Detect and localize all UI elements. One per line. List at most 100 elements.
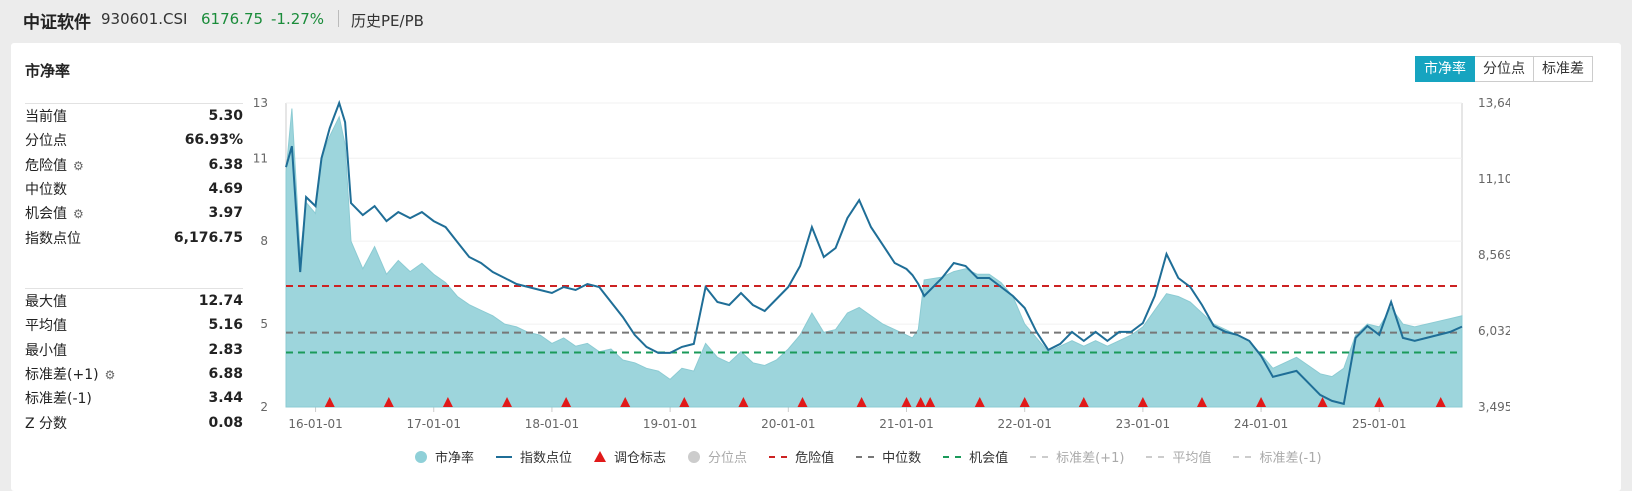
legend-label: 指数点位 [520, 451, 573, 466]
x-tick-label: 22-01-01 [997, 417, 1051, 431]
legend-item[interactable]: 市净率 [415, 447, 474, 466]
legend-item[interactable]: 机会值 [943, 447, 1008, 466]
index-change: -1.27% [271, 10, 325, 28]
gear-icon[interactable]: ⚙ [73, 158, 84, 173]
stat-label: 机会值 ⚙ [25, 206, 84, 223]
stats-primary: 当前值 5.30 分位点 66.93% 危险值 ⚙ 6.38 中位数 4.69 机会值 ⚙ 3.97 指… [25, 103, 243, 250]
stat-row: 标准差(+1) ⚙ 6.88 [25, 362, 243, 386]
panel-title: 市净率 [25, 62, 71, 80]
gear-icon[interactable]: ⚙ [73, 207, 84, 222]
rebalance-marker [383, 397, 394, 407]
stat-row: Z 分数 0.08 [25, 410, 243, 434]
stat-label: 分位点 [25, 133, 67, 150]
tab-std-dev[interactable]: 标准差 [1534, 56, 1593, 82]
legend-item[interactable]: 平均值 [1146, 447, 1211, 466]
metric-tabs: 市净率 分位点 标准差 [1415, 56, 1593, 82]
stat-label: 当前值 [25, 109, 67, 126]
stat-row: 分位点 66.93% [25, 128, 243, 152]
chart-panel: 市净率 市净率 分位点 标准差 当前值 5.30 分位点 66.93% 危险值 ⚙ 6.38… [11, 43, 1621, 491]
x-tick-label: 25-01-01 [1352, 417, 1406, 431]
y-tick-label-left: 2 [260, 400, 268, 414]
rebalance-marker [561, 397, 572, 407]
rebalance-marker [1374, 397, 1385, 407]
header: 中证软件 930601.CSI 6176.75 -1.27% 历史PE/PB [0, 0, 1632, 40]
stat-row: 最小值 2.83 [25, 338, 243, 362]
rebalance-marker [925, 397, 936, 407]
legend-item[interactable]: 指数点位 [496, 447, 572, 466]
stat-label: 危险值 ⚙ [25, 157, 84, 174]
legend-item[interactable]: 标准差(-1) [1233, 447, 1322, 466]
x-tick-label: 20-01-01 [761, 417, 815, 431]
legend-label: 市净率 [435, 451, 475, 466]
rebalance-marker [1137, 397, 1148, 407]
legend-swatch-icon [769, 455, 788, 458]
stat-value: 0.08 [208, 414, 243, 431]
stat-value: 4.69 [208, 181, 243, 198]
legend-label: 标准差(+1) [1056, 451, 1125, 466]
stats-secondary: 最大值 12.74 平均值 5.16 最小值 2.83 标准差(+1) ⚙ 6.88 标准差(-1… [25, 288, 243, 435]
stat-row: 危险值 ⚙ 6.38 [25, 153, 243, 177]
stat-label: 最大值 [25, 294, 67, 311]
y-tick-label-left: 13 [253, 96, 268, 110]
stat-value: 5.30 [208, 108, 243, 125]
y-tick-label-right: 13,641 [1478, 96, 1510, 110]
y-tick-label-right: 8,569 [1478, 248, 1510, 262]
pb-area [285, 108, 1463, 408]
legend-label: 平均值 [1172, 451, 1212, 466]
stat-value: 12.74 [198, 293, 243, 310]
history-pe-pb-link[interactable]: 历史PE/PB [351, 12, 424, 30]
legend-swatch-icon [1030, 455, 1049, 458]
legend-label: 标准差(-1) [1259, 451, 1322, 466]
stat-value: 6.88 [208, 366, 243, 383]
x-tick-label: 17-01-01 [407, 417, 461, 431]
legend-label: 危险值 [795, 451, 835, 466]
pb-chart: 2 5 8 11 13 3,495 6,032 8,569 11,106 13,641 16-01-… [253, 96, 1510, 431]
x-tick-label: 21-01-01 [879, 417, 933, 431]
y-tick-label-right: 11,106 [1478, 172, 1510, 186]
stat-value: 6,176.75 [173, 229, 243, 246]
y-tick-label-left: 11 [253, 151, 268, 165]
rebalance-marker [797, 397, 808, 407]
rebalance-marker [679, 397, 690, 407]
index-name: 中证软件 [23, 13, 91, 33]
y-tick-label-left: 8 [260, 234, 268, 248]
legend-item[interactable]: 标准差(+1) [1030, 447, 1124, 466]
legend-swatch-icon [856, 455, 875, 458]
stat-row: 平均值 5.16 [25, 313, 243, 337]
x-tick-label: 23-01-01 [1116, 417, 1170, 431]
y-tick-label-left: 5 [260, 317, 268, 331]
stat-label: 指数点位 [25, 230, 81, 247]
legend-item[interactable]: 危险值 [769, 447, 834, 466]
rebalance-marker [1256, 397, 1267, 407]
legend-item[interactable]: 分位点 [688, 447, 747, 466]
legend-label: 中位数 [882, 451, 922, 466]
legend-swatch-icon [594, 451, 607, 462]
tab-pb[interactable]: 市净率 [1415, 56, 1475, 82]
stat-row: 标准差(-1) 3.44 [25, 386, 243, 410]
stat-value: 3.97 [208, 205, 243, 222]
rebalance-marker [856, 397, 867, 407]
legend-label: 分位点 [708, 451, 748, 466]
x-tick-label: 16-01-01 [288, 417, 342, 431]
rebalance-marker [502, 397, 513, 407]
legend-label: 机会值 [969, 451, 1009, 466]
legend-swatch-icon [1233, 455, 1252, 458]
x-tick-label: 18-01-01 [525, 417, 579, 431]
index-code: 930601.CSI [101, 10, 188, 28]
stat-value: 5.16 [208, 317, 243, 334]
stat-label: 平均值 [25, 318, 67, 335]
legend-label: 调仓标志 [614, 451, 667, 466]
stat-label: 标准差(+1) ⚙ [25, 367, 116, 384]
rebalance-marker [974, 397, 985, 407]
stat-row: 中位数 4.69 [25, 177, 243, 201]
tab-percentile[interactable]: 分位点 [1475, 56, 1534, 82]
header-divider [338, 10, 339, 27]
rebalance-marker [901, 397, 912, 407]
stat-label: Z 分数 [25, 415, 68, 432]
y-tick-label-right: 6,032 [1478, 324, 1510, 338]
gear-icon[interactable]: ⚙ [104, 368, 116, 383]
rebalance-marker [915, 397, 926, 407]
legend-item[interactable]: 调仓标志 [594, 447, 666, 466]
rebalance-marker [324, 397, 335, 407]
legend-item[interactable]: 中位数 [856, 447, 921, 466]
